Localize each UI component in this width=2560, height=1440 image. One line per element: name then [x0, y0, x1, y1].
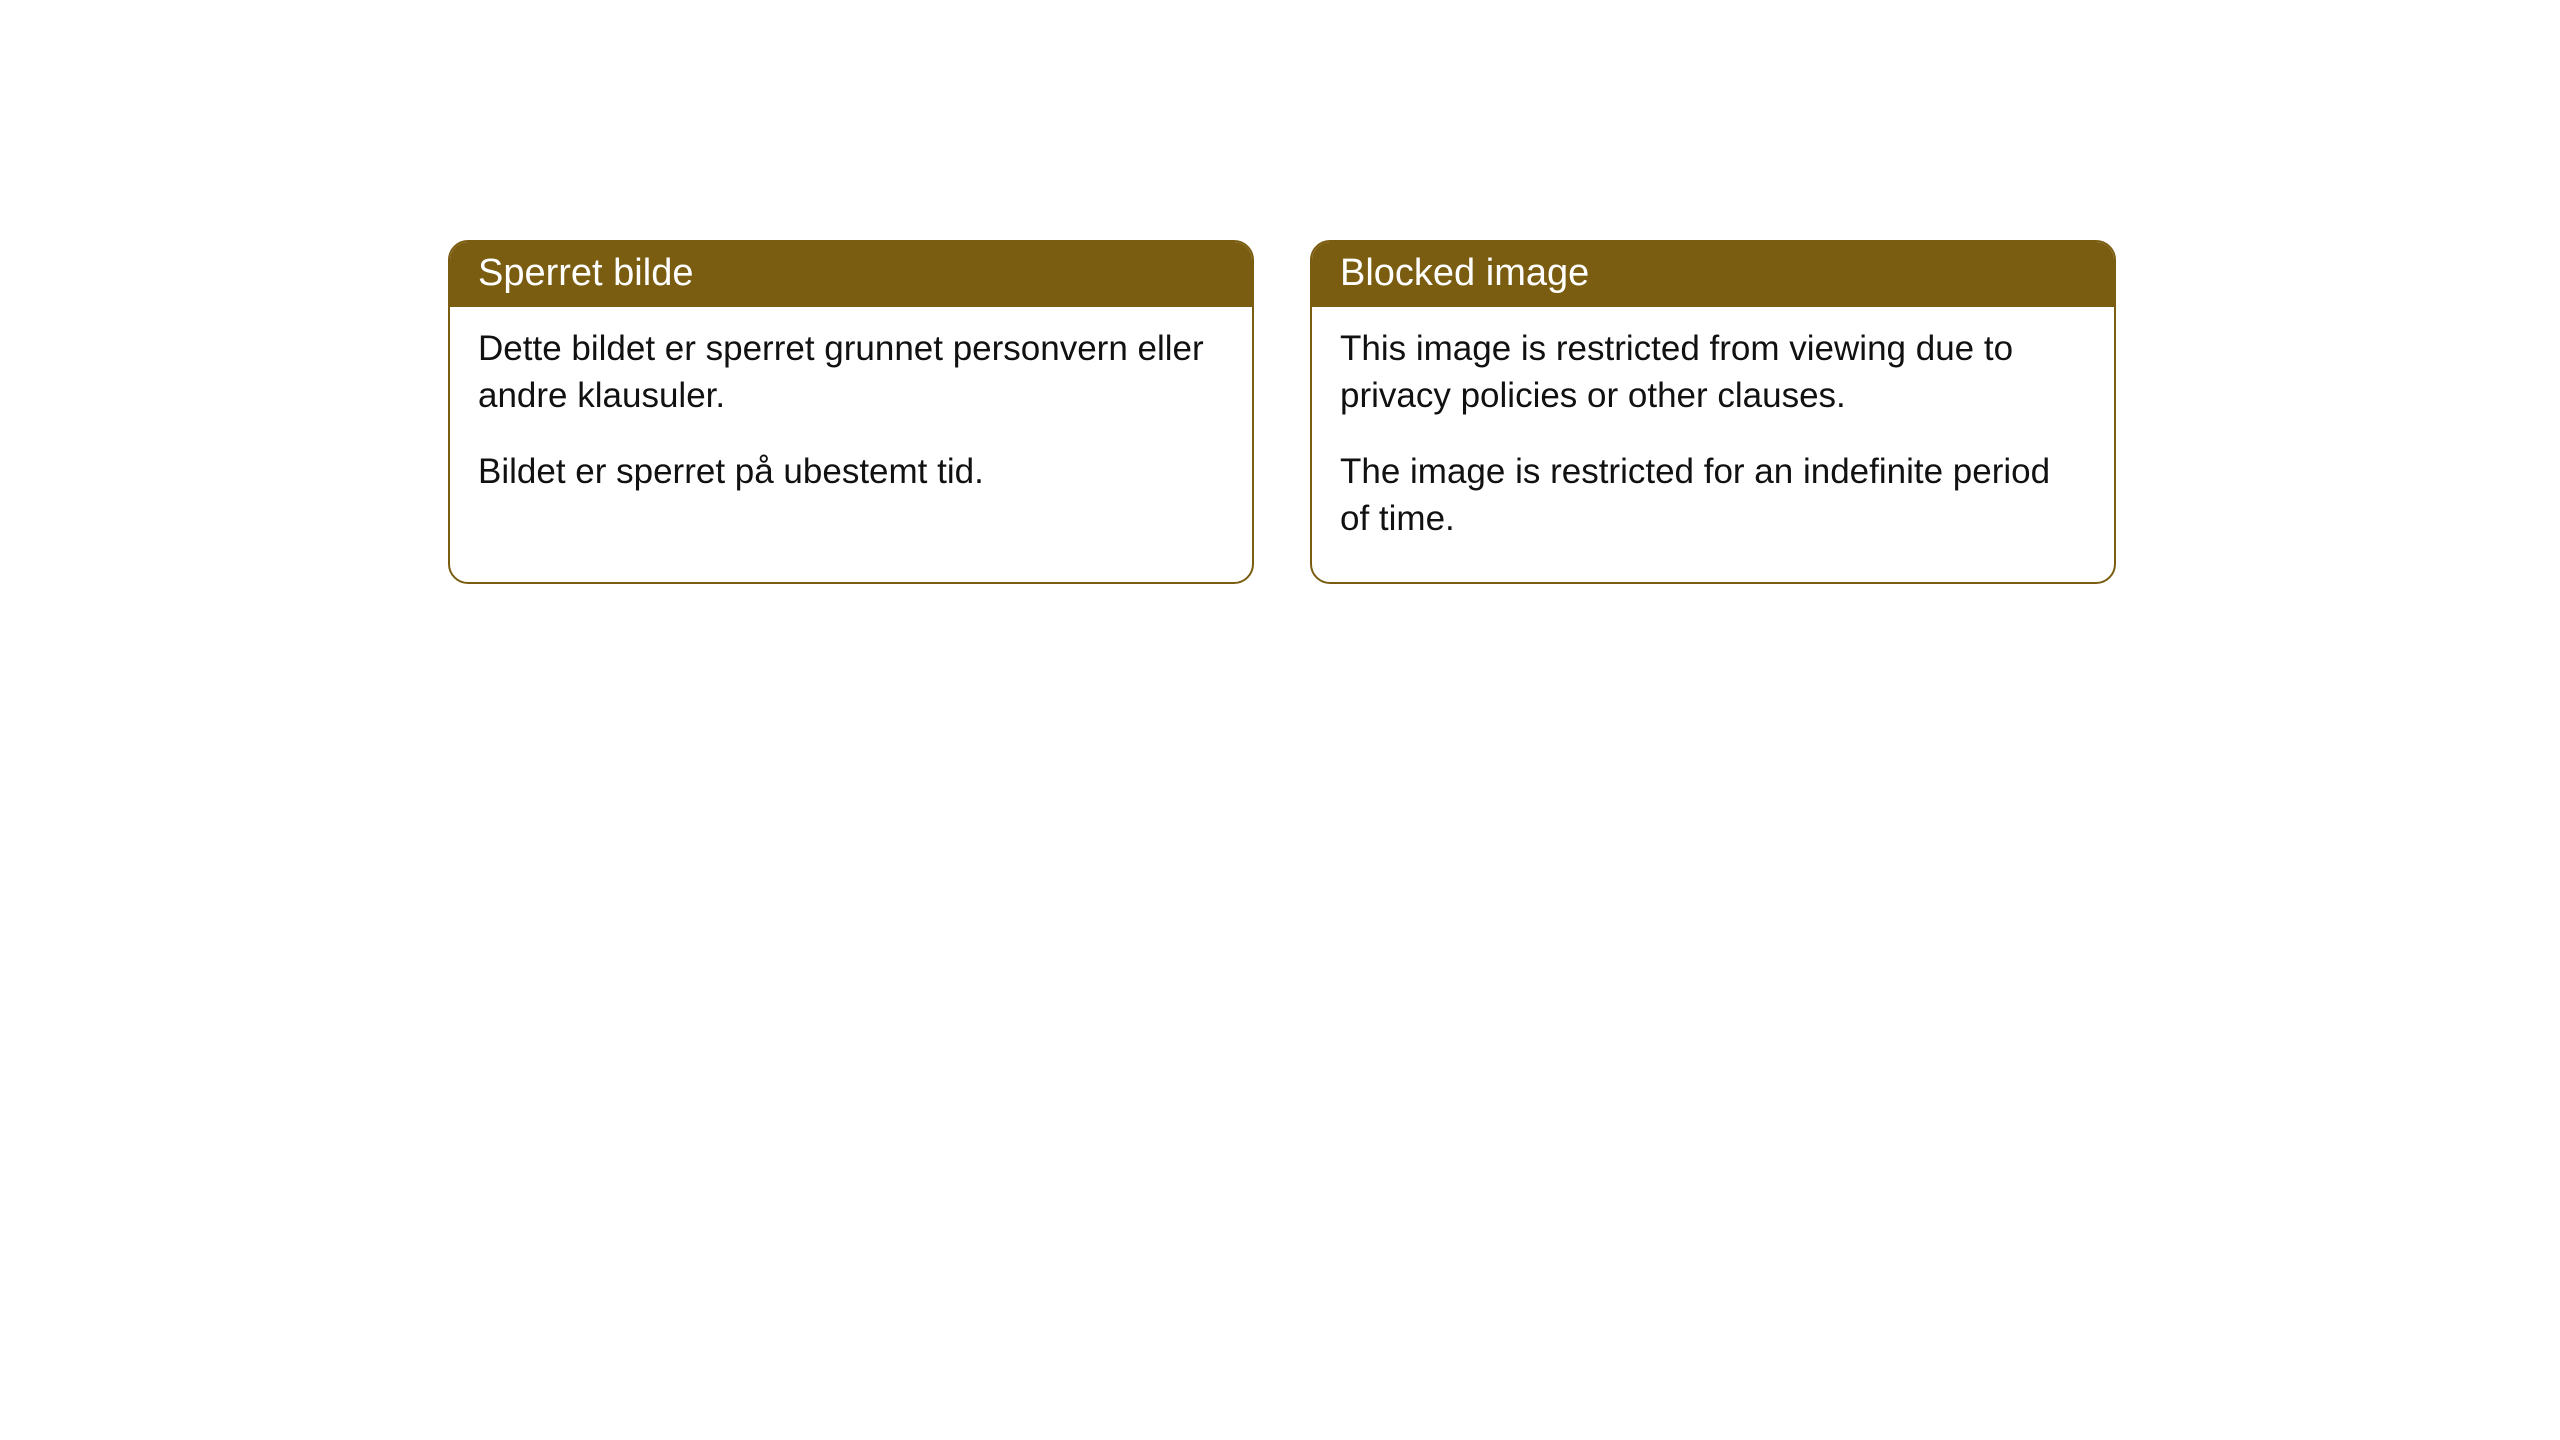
notice-cards-container: Sperret bilde Dette bildet er sperret gr… [448, 240, 2116, 584]
notice-paragraph: This image is restricted from viewing du… [1340, 325, 2086, 420]
notice-body-norwegian: Dette bildet er sperret grunnet personve… [450, 307, 1252, 535]
notice-body-english: This image is restricted from viewing du… [1312, 307, 2114, 582]
notice-header-english: Blocked image [1312, 242, 2114, 307]
notice-paragraph: The image is restricted for an indefinit… [1340, 448, 2086, 543]
notice-paragraph: Dette bildet er sperret grunnet personve… [478, 325, 1224, 420]
notice-card-english: Blocked image This image is restricted f… [1310, 240, 2116, 584]
notice-paragraph: Bildet er sperret på ubestemt tid. [478, 448, 1224, 495]
notice-header-norwegian: Sperret bilde [450, 242, 1252, 307]
notice-card-norwegian: Sperret bilde Dette bildet er sperret gr… [448, 240, 1254, 584]
